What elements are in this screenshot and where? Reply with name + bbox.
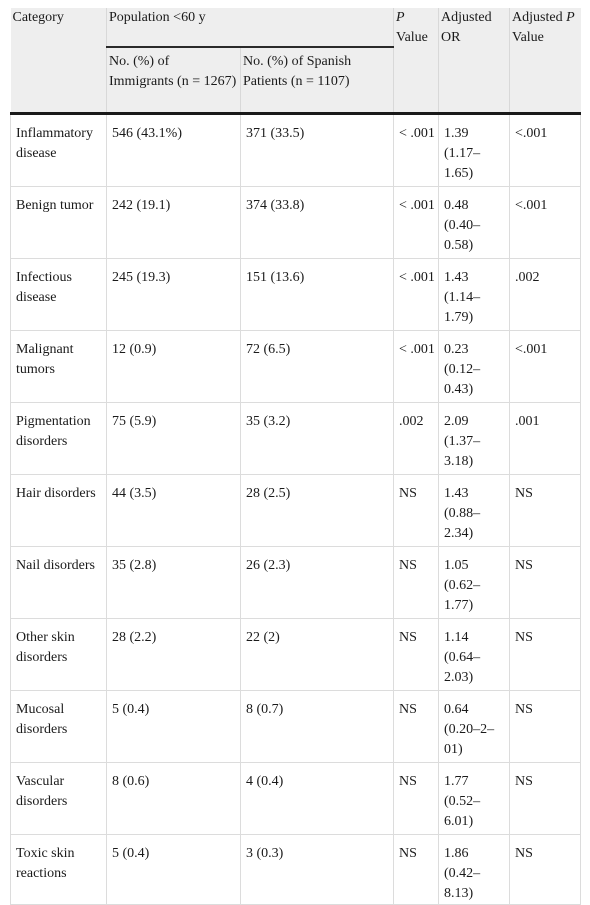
cell-immigrants: 35 (2.8) (106, 546, 241, 619)
cell-spanish: 22 (2) (240, 618, 395, 691)
cell-p-value: < .001 (393, 113, 440, 187)
cell-spanish: 8 (0.7) (240, 690, 395, 763)
cell-immigrants: 12 (0.9) (106, 330, 241, 403)
cell-p-value: .002 (393, 402, 440, 475)
table-row: Other skin disorders 28 (2.2) 22 (2) NS 1.14… (10, 618, 582, 691)
table-row: Toxic skin reactions 5 (0.4) 3 (0.3) NS 1.86… (10, 834, 582, 905)
cell-p-value: NS (393, 834, 440, 905)
cell-spanish: 371 (33.5) (240, 113, 395, 187)
cell-category: Inflammatory disease (10, 113, 107, 187)
cell-immigrants: 242 (19.1) (106, 186, 241, 259)
cell-immigrants: 5 (0.4) (106, 690, 241, 763)
cell-adjusted-p-value: NS (509, 834, 582, 905)
cell-adjusted-p-value: .002 (509, 258, 582, 331)
cell-adjusted-or: 0.64 (0.20–2–01) (438, 690, 511, 763)
header-p-value-rest: Value (396, 30, 428, 45)
cell-spanish: 28 (2.5) (240, 474, 395, 547)
table-row: Pigmentation disorders 75 (5.9) 35 (3.2) .0… (10, 402, 582, 475)
table-row: Infectious disease 245 (19.3) 151 (13.6) < … (10, 258, 582, 331)
cell-adjusted-p-value: <.001 (509, 330, 582, 403)
cell-category: Toxic skin reactions (10, 834, 107, 905)
header-adjusted-p-value: Adjusted P Value (509, 8, 581, 115)
cell-adjusted-or: 1.86 (0.42–8.13) (438, 834, 511, 905)
cell-spanish: 374 (33.8) (240, 186, 395, 259)
cell-adjusted-p-value: NS (509, 690, 582, 763)
cell-immigrants: 245 (19.3) (106, 258, 241, 331)
header-adjusted-p-rest: Value (512, 30, 544, 45)
table-row: Malignant tumors 12 (0.9) 72 (6.5) < .001 0.… (10, 330, 582, 403)
cell-category: Hair disorders (10, 474, 107, 547)
header-spanish: No. (%) of Spanish Patients (n = 1107) (240, 47, 395, 115)
cell-adjusted-p-value: NS (509, 546, 582, 619)
cell-category: Other skin disorders (10, 618, 107, 691)
header-category: Category (10, 8, 107, 115)
results-table: Category Population <60 y P Value Adjust… (10, 8, 582, 905)
cell-p-value: NS (393, 690, 440, 763)
cell-adjusted-p-value: <.001 (509, 186, 582, 259)
cell-immigrants: 546 (43.1%) (106, 113, 241, 187)
cell-p-value: NS (393, 618, 440, 691)
header-adjusted-p-prefix: Adjusted (512, 10, 567, 25)
header-population: Population <60 y (106, 8, 395, 48)
cell-adjusted-p-value: NS (509, 474, 582, 547)
cell-category: Pigmentation disorders (10, 402, 107, 475)
table-row: Vascular disorders 8 (0.6) 4 (0.4) NS 1.77 (… (10, 762, 582, 835)
cell-adjusted-or: 2.09 (1.37–3.18) (438, 402, 511, 475)
cell-immigrants: 44 (3.5) (106, 474, 241, 547)
cell-spanish: 3 (0.3) (240, 834, 395, 905)
header-p-value-italic: P (396, 10, 405, 25)
table-row: Mucosal disorders 5 (0.4) 8 (0.7) NS 0.64 (0… (10, 690, 582, 763)
cell-p-value: < .001 (393, 186, 440, 259)
cell-category: Vascular disorders (10, 762, 107, 835)
cell-category: Malignant tumors (10, 330, 107, 403)
cell-immigrants: 5 (0.4) (106, 834, 241, 905)
cell-p-value: NS (393, 762, 440, 835)
cell-p-value: NS (393, 546, 440, 619)
table-row: Hair disorders 44 (3.5) 28 (2.5) NS 1.43 (0.… (10, 474, 582, 547)
cell-spanish: 26 (2.3) (240, 546, 395, 619)
cell-adjusted-or: 0.48 (0.40–0.58) (438, 186, 511, 259)
cell-adjusted-or: 1.77 (0.52–6.01) (438, 762, 511, 835)
cell-category: Mucosal disorders (10, 690, 107, 763)
cell-adjusted-or: 1.14 (0.64–2.03) (438, 618, 511, 691)
table-row: Nail disorders 35 (2.8) 26 (2.3) NS 1.05 (0.… (10, 546, 582, 619)
cell-adjusted-or: 1.43 (1.14–1.79) (438, 258, 511, 331)
cell-immigrants: 75 (5.9) (106, 402, 241, 475)
cell-adjusted-p-value: <.001 (509, 113, 582, 187)
header-adjusted-or: Adjusted OR (438, 8, 511, 115)
cell-immigrants: 8 (0.6) (106, 762, 241, 835)
cell-spanish: 4 (0.4) (240, 762, 395, 835)
table-header: Category Population <60 y P Value Adjust… (10, 8, 581, 115)
cell-adjusted-p-value: NS (509, 618, 582, 691)
cell-p-value: < .001 (393, 258, 440, 331)
cell-category: Infectious disease (10, 258, 107, 331)
header-adjusted-p-italic: P (566, 10, 575, 25)
cell-spanish: 72 (6.5) (240, 330, 395, 403)
table-body: Inflammatory disease 546 (43.1%) 371 (33.5… (10, 113, 582, 905)
table-row: Benign tumor 242 (19.1) 374 (33.8) < .001 0.… (10, 186, 582, 259)
cell-p-value: NS (393, 474, 440, 547)
cell-spanish: 151 (13.6) (240, 258, 395, 331)
cell-adjusted-p-value: .001 (509, 402, 582, 475)
cell-adjusted-p-value: NS (509, 762, 582, 835)
cell-category: Benign tumor (10, 186, 107, 259)
cell-immigrants: 28 (2.2) (106, 618, 241, 691)
cell-p-value: < .001 (393, 330, 440, 403)
cell-adjusted-or: 1.39 (1.17–1.65) (438, 113, 511, 187)
header-immigrants: No. (%) of Immigrants (n = 1267) (106, 47, 241, 115)
cell-adjusted-or: 1.43 (0.88–2.34) (438, 474, 511, 547)
cell-adjusted-or: 0.23 (0.12–0.43) (438, 330, 511, 403)
cell-adjusted-or: 1.05 (0.62–1.77) (438, 546, 511, 619)
table-row: Inflammatory disease 546 (43.1%) 371 (33.5… (10, 113, 582, 187)
header-p-value: P Value (393, 8, 440, 115)
cell-category: Nail disorders (10, 546, 107, 619)
cell-spanish: 35 (3.2) (240, 402, 395, 475)
